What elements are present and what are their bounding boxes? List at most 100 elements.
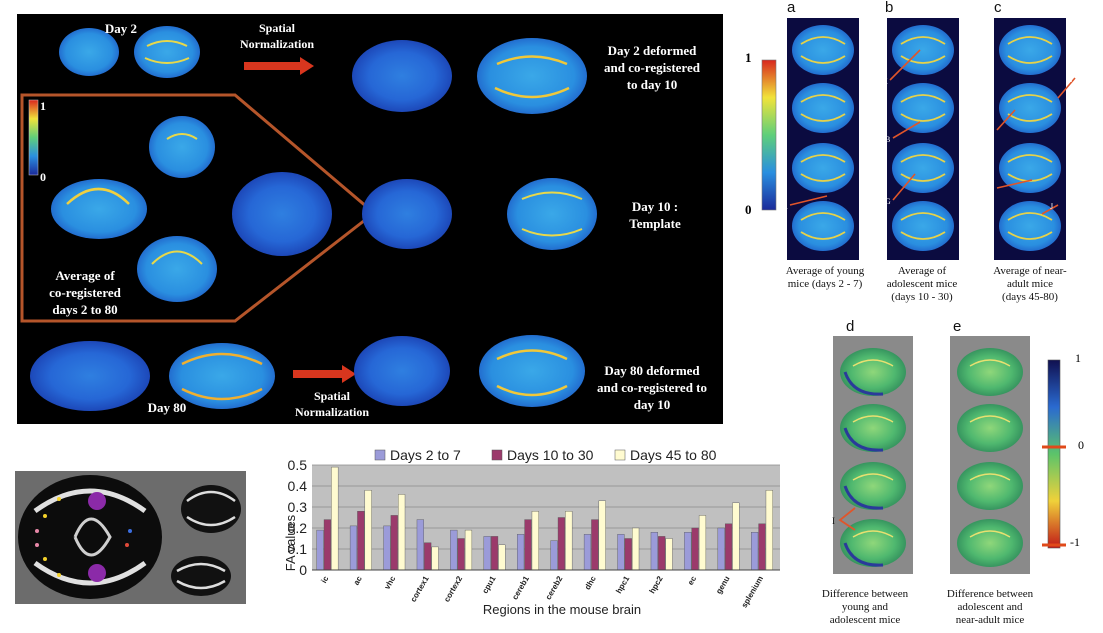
caption-a-line1: Average of young: [785, 265, 865, 277]
day10-label: Day 10 : Template: [605, 198, 705, 232]
chart-ytick-label: 0: [299, 562, 307, 578]
mark-E-label: E: [989, 185, 994, 194]
bar-ac-1: [357, 510, 365, 571]
caption-e-line3: near-adult mice: [955, 614, 1025, 626]
thumb-brain-2-0: [999, 25, 1061, 75]
thumb-brain-0-1: [792, 83, 854, 133]
mark-F-label: F: [989, 127, 994, 136]
caption-c: Average of near- adult mice (days 45-80): [980, 265, 1080, 304]
diff-brain-0-3: [840, 519, 906, 567]
right-bottom-figure: I: [832, 336, 1066, 574]
mark-K-arrow: [889, 49, 921, 81]
bar-dhc-2: [598, 500, 606, 571]
brain-day2-side: [59, 28, 119, 76]
bar-hpc2-1: [658, 536, 666, 571]
atlas-brain-small-bottom: [171, 556, 231, 596]
diff-brain-0-2: [840, 462, 906, 510]
bar-cereb1-1: [524, 519, 532, 571]
diff-brain-1-2: [957, 462, 1023, 510]
chart-xtick-dhc: dhc: [583, 574, 598, 591]
bar-dhc-1: [591, 519, 599, 571]
bar-ec-2: [698, 515, 707, 571]
bar-genu-0: [717, 527, 725, 571]
caption-b-line3: (days 10 - 30): [891, 291, 953, 303]
chart-ytick-label: 0.5: [288, 457, 308, 473]
thumb-brain-2-2: [999, 143, 1061, 193]
legend-label-2: Days 45 to 80: [630, 447, 717, 463]
brain-day2-axial: [134, 26, 200, 78]
day80-label: Day 80: [147, 400, 187, 415]
spatial-norm-top-line1: Spatial: [258, 21, 295, 35]
caption-b-line2: adolescent mice: [886, 278, 958, 290]
bar-cpu1-0: [483, 536, 491, 571]
chart-xlabel: Regions in the mouse brain: [483, 602, 641, 617]
left-colorbar-max: 1: [40, 99, 46, 113]
average-line2: co-registered: [49, 285, 121, 300]
bar-splenium-1: [758, 523, 766, 571]
diff-brain-1-0: [957, 348, 1023, 396]
day2-deformed-line2: and co-registered: [604, 60, 700, 75]
day80-deformed-line1: Day 80 deformed: [604, 363, 700, 378]
caption-c-line3: (days 45-80): [1002, 291, 1058, 303]
panel-letter-b: b: [885, 0, 894, 16]
brain-day2-deformed-axial: [477, 38, 587, 114]
left-colorbar-min: 0: [40, 170, 46, 184]
chart-xtick-hpc1: hpc1: [614, 574, 631, 595]
right-bottom-colorbar: [1047, 359, 1061, 549]
bar-cpu1-1: [490, 536, 499, 571]
day10-line1: Day 10 :: [631, 199, 679, 214]
legend-swatch-1: [491, 449, 503, 461]
right-bottom-colorbar-max: 1: [1075, 351, 1081, 365]
thumb-brain-0-0: [792, 25, 854, 75]
caption-e-line1: Difference between: [946, 588, 1034, 600]
average-frame: [20, 93, 377, 323]
thumb-brain-0-2: [792, 143, 854, 193]
mark-J-label: J: [1050, 202, 1053, 211]
mark-I-arrow: [838, 507, 856, 531]
bar-cereb2-0: [550, 540, 558, 571]
diff-brain-0-0: [840, 348, 906, 396]
right-top-colorbar-max: 1: [745, 50, 752, 65]
chart-xtick-cortex1: cortex1: [409, 574, 431, 604]
panel-letter-e: e: [953, 318, 962, 335]
chart-xtick-cpu1: cpu1: [480, 574, 497, 595]
day2-label: Day 2: [104, 21, 138, 36]
bar-cortex2-2: [464, 529, 473, 571]
chart-plot-area: [312, 465, 780, 570]
thumb-brain-1-3: [892, 201, 954, 251]
caption-c-line1: Average of near-: [993, 265, 1067, 277]
spatial-norm-top-label: Spatial Normalization: [217, 20, 337, 52]
brain-day10-template: [362, 179, 452, 249]
bar-ec-0: [684, 531, 692, 571]
chart-ytick-label: 0.3: [288, 499, 308, 515]
chart-xtick-cortex2: cortex2: [442, 574, 464, 604]
caption-a: Average of young mice (days 2 - 7): [770, 265, 880, 291]
caption-c-line2: adult mice: [1006, 278, 1054, 290]
right-bottom-colorbar-mid: 0: [1078, 438, 1084, 452]
spatial-norm-bottom-arrow: [293, 365, 356, 383]
thumb-brain-0-3: [792, 201, 854, 251]
caption-b-line1: Average of: [897, 265, 947, 277]
brain-avg-bottom: [137, 236, 217, 302]
registration-figure-panel: Day 2 Spatial Normalization Day 2 deform…: [17, 14, 723, 424]
brain-day80-deformed: [354, 336, 450, 406]
mark-A-arrow: [789, 195, 828, 206]
legend-swatch-0: [374, 449, 386, 461]
day2-deformed-line1: Day 2 deformed: [607, 43, 697, 58]
thumb-brain-1-1: [892, 83, 954, 133]
brain-avg-left: [51, 179, 147, 239]
caption-e-line2: adolescent and: [957, 601, 1023, 613]
caption-d-line2: young and: [841, 601, 889, 613]
day10-line2: Template: [629, 216, 681, 231]
right-top-colorbar: [761, 59, 777, 211]
mark-J-arrow: [1041, 204, 1059, 215]
day80-deformed-label: Day 80 deformed and co-registered to day…: [582, 362, 722, 413]
chart-xtick-ec: ec: [686, 574, 699, 587]
bar-cereb2-1: [557, 517, 565, 571]
mark-F-arrow: [996, 109, 1016, 131]
day2-deformed-line3: to day 10: [626, 77, 678, 92]
chart-xtick-cereb1: cereb1: [510, 574, 531, 601]
bar-genu-2: [732, 502, 740, 571]
bar-cpu1-2: [498, 544, 506, 571]
caption-d-line1: Difference between: [821, 588, 909, 600]
